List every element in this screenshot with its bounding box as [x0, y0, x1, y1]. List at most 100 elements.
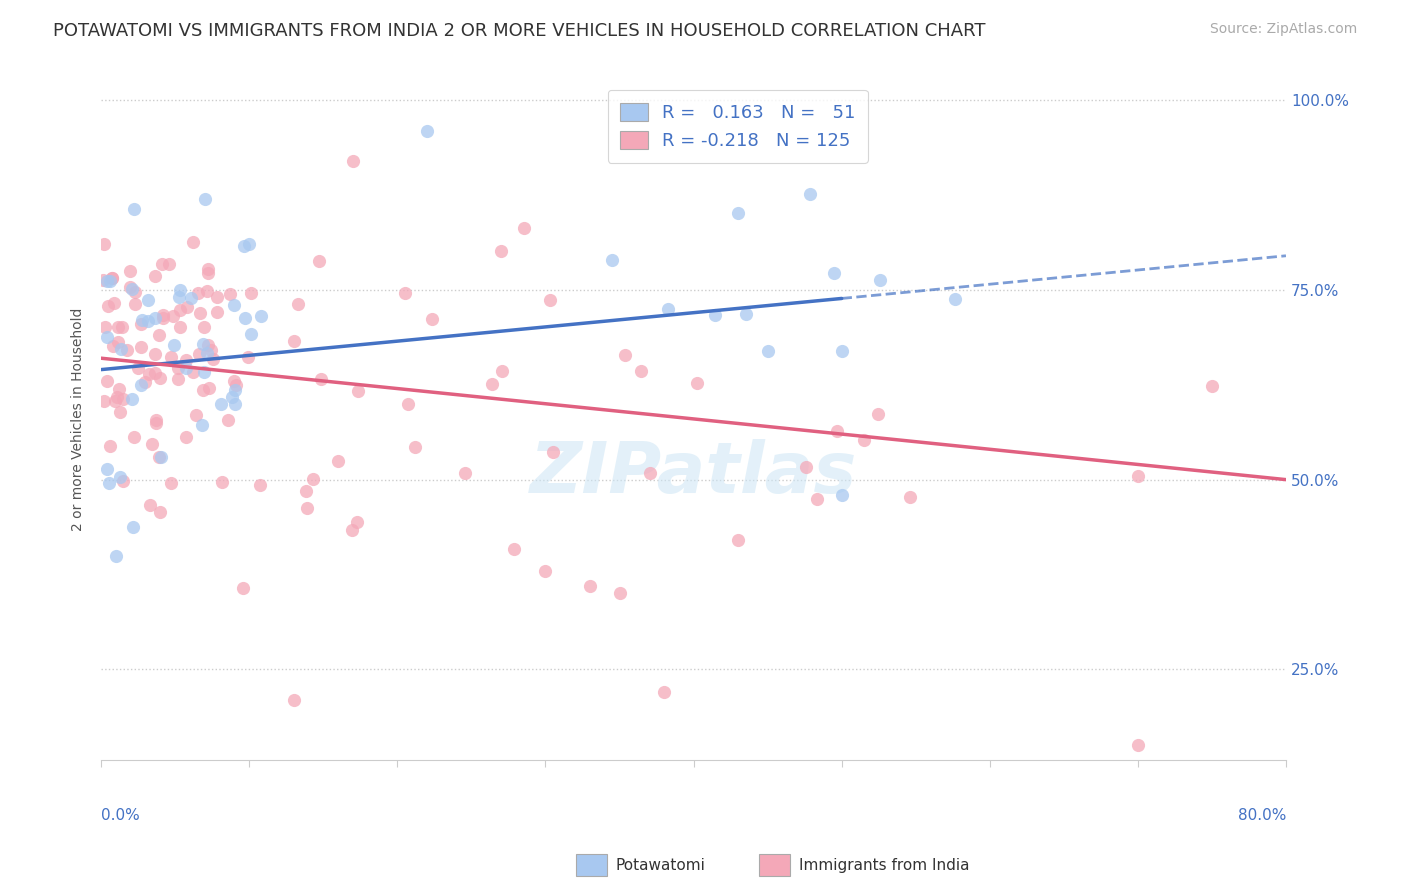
Point — [326, 454, 349, 468]
Point — [124, 429, 146, 443]
Point — [209, 397, 232, 411]
Point — [600, 252, 623, 267]
Point — [250, 310, 273, 324]
Point — [149, 505, 172, 519]
Point — [491, 364, 513, 378]
Point — [157, 257, 180, 271]
Point — [174, 360, 197, 375]
Point — [149, 371, 172, 385]
Point — [97, 299, 120, 313]
Point — [181, 365, 204, 379]
Point — [108, 470, 131, 484]
Point — [614, 348, 637, 362]
Point — [224, 375, 246, 389]
Point — [124, 285, 146, 299]
Point — [167, 372, 190, 386]
Point — [117, 343, 139, 357]
Point — [176, 300, 198, 314]
Point — [579, 579, 602, 593]
Point — [91, 273, 114, 287]
Point — [136, 314, 159, 328]
Text: 0.0%: 0.0% — [101, 808, 141, 823]
Point — [98, 475, 121, 490]
Point — [868, 407, 890, 421]
Point — [138, 367, 160, 381]
Point — [152, 308, 174, 322]
Point — [127, 360, 149, 375]
Point — [342, 153, 364, 168]
Point — [93, 236, 115, 251]
Point — [120, 280, 142, 294]
Point — [240, 286, 263, 301]
Point — [194, 192, 217, 206]
Point — [195, 345, 218, 359]
Point — [396, 397, 419, 411]
Point — [630, 363, 652, 377]
Point — [806, 491, 828, 506]
Point — [96, 330, 118, 344]
Point — [853, 433, 876, 447]
Point — [652, 685, 675, 699]
Point — [218, 287, 240, 301]
Point — [201, 351, 224, 366]
Point — [283, 334, 305, 349]
Point — [188, 306, 211, 320]
Point — [145, 413, 167, 427]
Point — [481, 377, 503, 392]
Point — [420, 312, 443, 326]
Point — [249, 478, 271, 492]
Point — [122, 202, 145, 216]
Point — [148, 450, 170, 465]
Point — [224, 397, 246, 411]
Point — [145, 416, 167, 430]
Point — [112, 392, 135, 407]
Point — [541, 444, 564, 458]
Point — [141, 437, 163, 451]
Point — [287, 296, 309, 310]
Point — [143, 347, 166, 361]
Point — [138, 293, 160, 307]
Point — [98, 438, 121, 452]
Point — [193, 365, 215, 379]
Point — [394, 285, 416, 300]
Point — [180, 291, 202, 305]
Point — [159, 351, 181, 365]
Point — [148, 327, 170, 342]
Point — [195, 284, 218, 298]
Point — [221, 390, 243, 404]
Point — [105, 549, 128, 563]
Point — [825, 425, 848, 439]
Point — [197, 261, 219, 276]
Point — [181, 235, 204, 249]
Point — [416, 123, 439, 137]
Point — [143, 311, 166, 326]
Point — [794, 459, 817, 474]
Point — [121, 519, 143, 533]
Point — [799, 187, 821, 202]
Point — [685, 376, 707, 390]
Point — [200, 343, 222, 358]
Point — [191, 336, 214, 351]
Point — [121, 282, 143, 296]
Point — [340, 524, 363, 538]
Point — [152, 310, 174, 325]
Point — [727, 533, 749, 547]
Point — [1201, 379, 1223, 393]
Point — [217, 413, 239, 427]
Point — [211, 475, 233, 489]
Point — [283, 692, 305, 706]
Point — [191, 383, 214, 397]
Point — [108, 405, 131, 419]
Point — [174, 352, 197, 367]
Point — [98, 274, 121, 288]
Point — [831, 343, 853, 358]
Point — [233, 310, 256, 325]
Point — [704, 308, 727, 322]
Point — [295, 484, 318, 499]
Point — [869, 272, 891, 286]
Point — [638, 466, 661, 480]
Legend: R =   0.163   N =   51, R = -0.218   N = 125: R = 0.163 N = 51, R = -0.218 N = 125 — [607, 90, 868, 163]
Point — [188, 347, 211, 361]
Point — [1126, 468, 1149, 483]
Point — [107, 320, 129, 334]
